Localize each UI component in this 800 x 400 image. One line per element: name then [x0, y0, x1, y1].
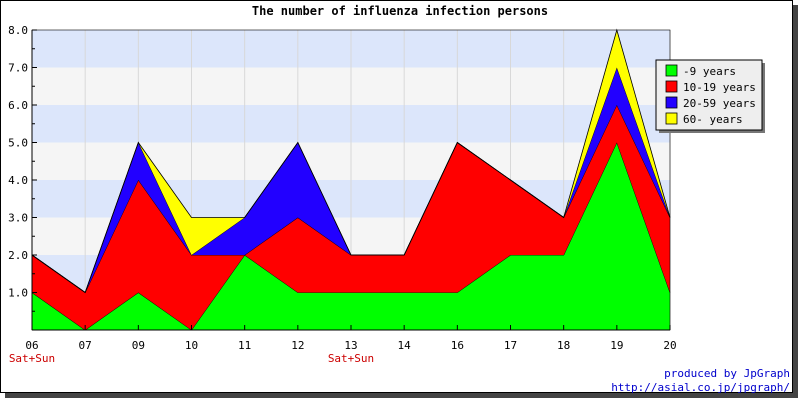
x-tick-label: 17 — [504, 339, 517, 352]
series-line-3 — [31, 28, 671, 294]
legend-label: 20-59 years — [683, 97, 756, 110]
credit-line: produced by JpGraph — [664, 367, 790, 380]
weekend-label: Sat+Sun — [9, 352, 55, 365]
y-tick-label: 8.0 — [8, 24, 28, 37]
series-area-3 — [32, 30, 670, 293]
x-tick-label: 14 — [398, 339, 412, 352]
x-tick-label: 20 — [663, 339, 676, 352]
y-tick-label: 2.0 — [8, 249, 28, 262]
y-tick-label: 5.0 — [8, 137, 28, 150]
legend-swatch — [665, 112, 678, 125]
x-tick-label: 07 — [79, 339, 92, 352]
x-tick-label: 12 — [291, 339, 304, 352]
legend-swatch — [665, 80, 678, 93]
legend-label: -9 years — [683, 65, 736, 78]
credit-url[interactable]: http://asial.co.jp/jpgraph/ — [611, 381, 790, 394]
x-tick-label: 16 — [451, 339, 464, 352]
y-tick-label: 7.0 — [8, 62, 28, 75]
legend-swatch — [665, 96, 678, 109]
x-tick-label: 18 — [557, 339, 570, 352]
chart-title: The number of influenza infection person… — [251, 4, 549, 18]
x-tick-label: 09 — [132, 339, 145, 352]
series-area-0 — [32, 142, 670, 330]
x-tick-label: 10 — [185, 339, 198, 352]
y-tick-label: 4.0 — [8, 174, 28, 187]
x-tick-label: 13 — [344, 339, 357, 352]
y-tick-label: 3.0 — [8, 212, 28, 225]
y-tick-label: 6.0 — [8, 99, 28, 112]
y-tick-label: 1.0 — [8, 287, 28, 300]
x-tick-label: 11 — [238, 339, 251, 352]
x-tick-label: 06 — [25, 339, 38, 352]
legend-label: 60- years — [683, 113, 743, 126]
legend-swatch — [665, 64, 678, 77]
legend-label: 10-19 years — [683, 81, 756, 94]
x-tick-label: 19 — [610, 339, 623, 352]
series-area-1 — [32, 105, 670, 330]
weekend-label: Sat+Sun — [328, 352, 374, 365]
